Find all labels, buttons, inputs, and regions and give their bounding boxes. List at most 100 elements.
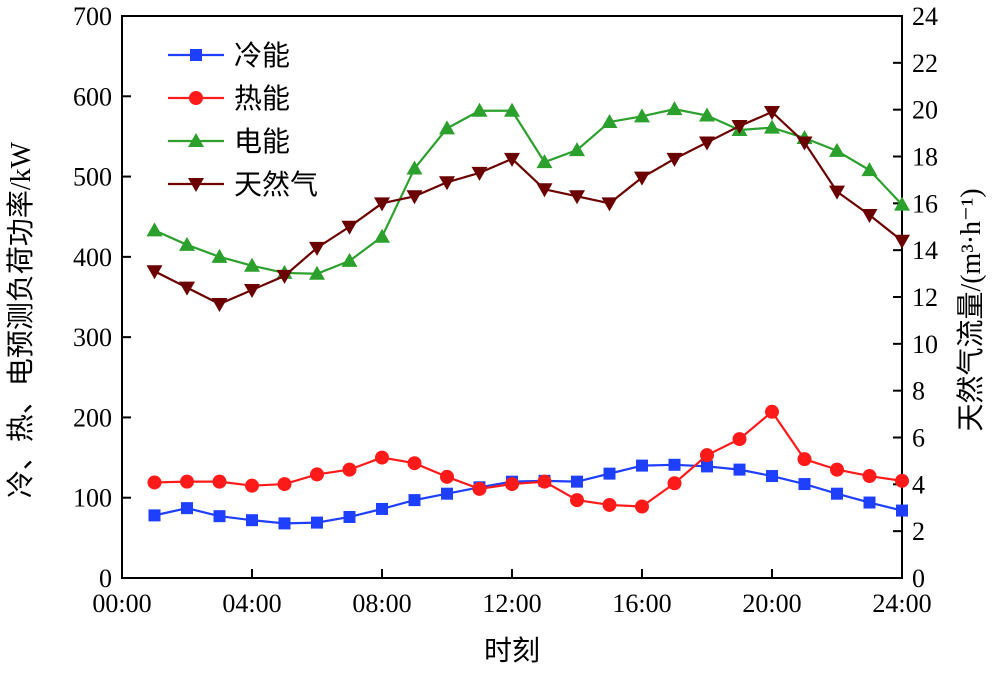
data-point <box>406 160 423 175</box>
data-point <box>536 183 553 198</box>
data-point <box>796 136 813 151</box>
data-point <box>894 234 910 249</box>
data-point <box>569 142 585 157</box>
y-right-tick-label: 14 <box>912 236 938 265</box>
y-right-tick-label: 24 <box>912 2 938 31</box>
data-point <box>245 478 259 493</box>
data-point <box>636 459 648 472</box>
x-tick-label: 20:00 <box>742 589 801 618</box>
data-point <box>179 281 195 296</box>
data-point <box>504 102 520 117</box>
data-point <box>244 257 260 272</box>
legend-label: 热能 <box>234 83 290 115</box>
data-point <box>505 477 519 492</box>
x-tick-label: 12:00 <box>482 589 541 618</box>
data-point <box>179 236 195 251</box>
legend-label: 天然气 <box>234 169 318 201</box>
data-point <box>278 517 291 530</box>
data-point <box>895 473 909 488</box>
legend-item-gas: 天然气 <box>168 169 318 201</box>
data-point <box>731 120 748 135</box>
data-point <box>277 477 292 492</box>
data-point <box>213 510 226 523</box>
x-axis: 00:00 04:00 08:00 12:00 16:00 20:00 24:00 <box>92 569 932 618</box>
y-left-tick-label: 200 <box>73 403 112 432</box>
data-point <box>861 162 878 177</box>
y-right-tick-label: 12 <box>912 283 938 312</box>
data-point <box>766 470 778 483</box>
data-point <box>570 493 584 508</box>
data-point <box>181 502 193 515</box>
data-point <box>472 481 487 496</box>
data-point <box>212 474 227 489</box>
legend-label: 冷能 <box>234 40 290 72</box>
data-point <box>310 467 324 482</box>
data-point <box>407 456 422 471</box>
data-point <box>536 154 553 169</box>
data-point <box>896 504 908 517</box>
y-right-tick-label: 18 <box>912 143 938 172</box>
y-right-tick-label: 10 <box>912 330 938 359</box>
data-point <box>341 220 358 235</box>
series-line-cold <box>154 463 903 525</box>
legend-marker <box>188 133 204 147</box>
y-left-tick-label: 500 <box>73 163 112 192</box>
data-point <box>861 209 878 224</box>
legend-item-electric: 电能 <box>168 126 290 158</box>
y-right-tick-label: 6 <box>912 424 925 453</box>
data-point <box>244 283 260 298</box>
data-point <box>439 176 455 191</box>
x-tick-label: 08:00 <box>352 589 411 618</box>
data-point <box>374 197 390 212</box>
y-right-tick-label: 16 <box>912 189 938 218</box>
data-point <box>831 487 843 500</box>
legend-item-heat: 热能 <box>168 83 290 115</box>
data-point <box>211 298 228 313</box>
y-right-tick-label: 2 <box>912 517 925 546</box>
data-point <box>635 499 649 514</box>
data-point <box>797 452 812 467</box>
data-point <box>376 502 388 515</box>
data-point <box>309 265 325 280</box>
data-point <box>863 496 876 509</box>
data-point <box>601 113 618 128</box>
data-point <box>211 248 228 263</box>
data-point <box>276 269 293 284</box>
data-point <box>765 404 779 419</box>
data-point <box>146 265 163 280</box>
legend-item-cold: 冷能 <box>168 40 290 72</box>
data-point <box>699 107 715 122</box>
y-left-tick-label: 300 <box>73 323 112 352</box>
data-point <box>147 475 162 490</box>
data-point <box>343 510 356 523</box>
data-point <box>406 190 423 205</box>
data-point <box>374 228 390 243</box>
series-layer <box>146 101 910 530</box>
y-left-tick-label: 0 <box>99 564 112 593</box>
y-left-tick-label: 100 <box>73 484 112 513</box>
data-point <box>798 478 811 491</box>
data-point <box>601 197 618 212</box>
x-tick-label: 16:00 <box>612 589 671 618</box>
x-tick-label: 04:00 <box>222 589 281 618</box>
data-point <box>441 487 453 500</box>
data-point <box>602 497 617 512</box>
data-point <box>537 474 552 489</box>
data-point <box>408 494 421 507</box>
data-point <box>146 222 163 237</box>
y-left-tick-label: 700 <box>73 2 112 31</box>
legend-marker <box>189 91 203 105</box>
data-point <box>375 450 389 465</box>
data-point <box>148 509 161 522</box>
x-tick-label: 24:00 <box>872 589 931 618</box>
data-point <box>311 516 323 529</box>
y-right-tick-label: 20 <box>912 96 938 125</box>
data-point <box>701 460 713 473</box>
data-point <box>829 142 845 157</box>
data-point <box>504 152 520 167</box>
data-point <box>829 185 845 200</box>
data-point <box>634 108 650 123</box>
data-point <box>569 190 585 205</box>
data-point <box>309 241 325 256</box>
